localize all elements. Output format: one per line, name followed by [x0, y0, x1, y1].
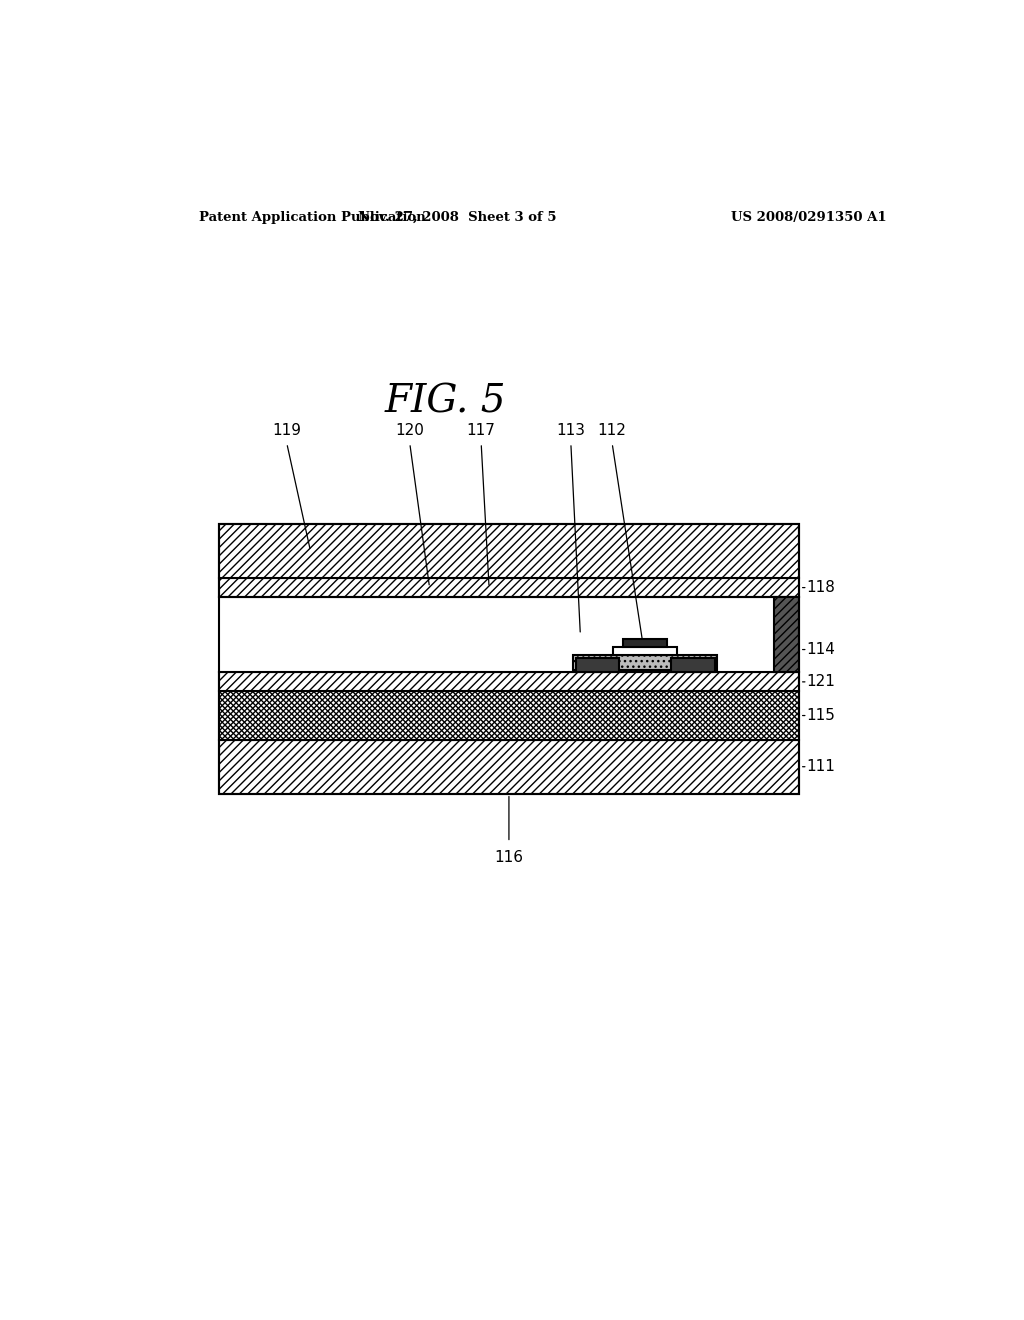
Bar: [219, 578, 799, 597]
Text: US 2008/0291350 A1: US 2008/0291350 A1: [731, 211, 887, 224]
Bar: [219, 524, 799, 578]
Bar: [575, 657, 618, 672]
Bar: [219, 578, 799, 597]
Bar: [219, 739, 799, 793]
Text: 111: 111: [807, 759, 836, 775]
Text: 116: 116: [495, 850, 523, 865]
Text: 115: 115: [807, 708, 836, 723]
Bar: [219, 692, 799, 739]
Bar: [219, 672, 799, 692]
Bar: [219, 692, 799, 739]
Text: 117: 117: [467, 422, 496, 438]
Bar: [774, 597, 799, 672]
Bar: [671, 657, 715, 672]
Text: 120: 120: [395, 422, 424, 438]
Bar: [774, 597, 799, 672]
Text: 113: 113: [556, 422, 586, 438]
Bar: [623, 639, 667, 647]
Text: 112: 112: [598, 422, 627, 438]
Text: 118: 118: [807, 579, 836, 595]
Text: 114: 114: [807, 642, 836, 657]
Text: 119: 119: [272, 422, 301, 438]
Bar: [219, 692, 799, 739]
Text: 121: 121: [807, 675, 836, 689]
Bar: [219, 672, 799, 692]
Text: Patent Application Publication: Patent Application Publication: [200, 211, 426, 224]
Bar: [572, 656, 718, 671]
Text: Nov. 27, 2008  Sheet 3 of 5: Nov. 27, 2008 Sheet 3 of 5: [358, 211, 557, 224]
Text: FIG. 5: FIG. 5: [385, 384, 506, 421]
Bar: [219, 739, 799, 793]
Bar: [219, 524, 799, 793]
Bar: [613, 647, 677, 656]
Bar: [219, 597, 799, 672]
Bar: [219, 524, 799, 578]
